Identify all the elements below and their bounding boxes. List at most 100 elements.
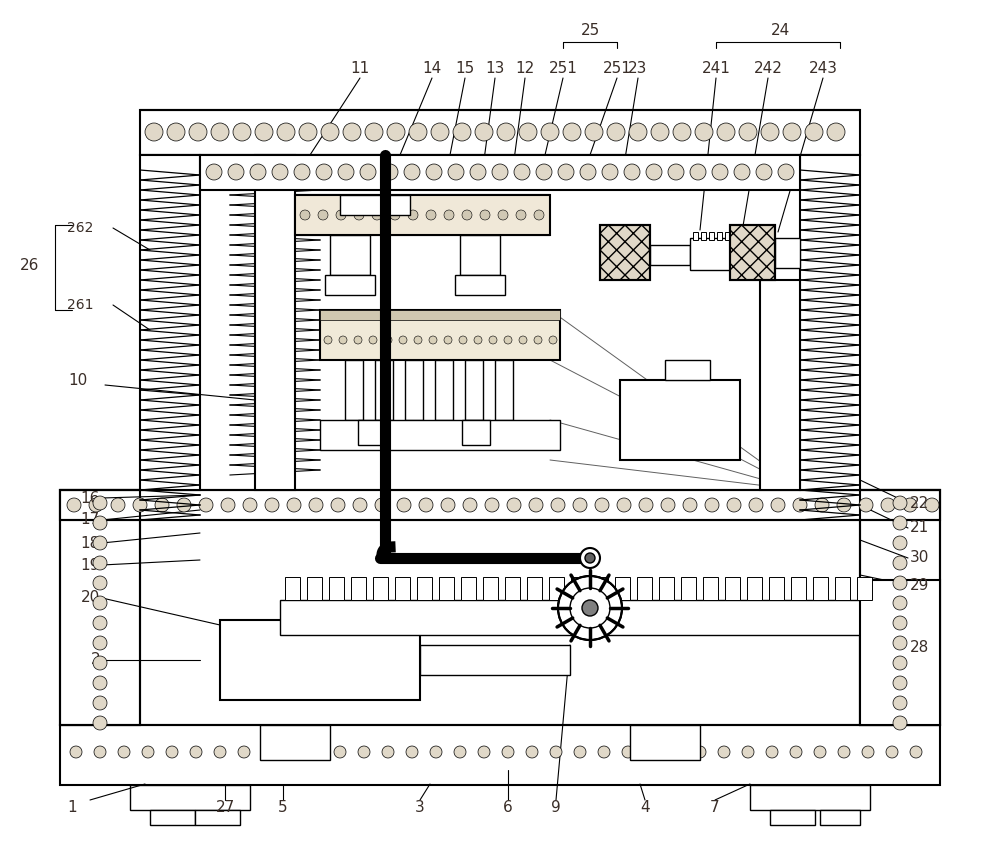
Circle shape (93, 496, 107, 510)
Circle shape (668, 164, 684, 180)
Circle shape (318, 210, 328, 220)
Circle shape (93, 536, 107, 550)
Circle shape (893, 636, 907, 650)
Circle shape (712, 164, 728, 180)
Circle shape (214, 746, 226, 758)
Circle shape (598, 746, 610, 758)
Circle shape (585, 553, 595, 563)
Circle shape (827, 123, 845, 141)
Bar (255, 155, 295, 490)
Circle shape (441, 498, 455, 512)
Circle shape (265, 498, 279, 512)
Text: 25: 25 (580, 23, 600, 37)
Bar (220, 620, 420, 700)
Bar (325, 275, 375, 295)
Circle shape (365, 123, 383, 141)
Bar (320, 310, 560, 360)
Bar (813, 577, 828, 600)
Bar (571, 577, 586, 600)
Bar (462, 420, 490, 445)
Text: 29: 29 (910, 577, 929, 592)
Circle shape (414, 336, 422, 344)
Circle shape (299, 123, 317, 141)
Text: 243: 243 (808, 61, 838, 75)
Circle shape (749, 498, 763, 512)
Bar (615, 577, 630, 600)
Circle shape (739, 123, 757, 141)
Circle shape (262, 746, 274, 758)
Circle shape (514, 164, 530, 180)
Bar (60, 725, 940, 785)
Circle shape (783, 123, 801, 141)
Circle shape (358, 746, 370, 758)
Circle shape (661, 498, 675, 512)
Circle shape (582, 600, 598, 616)
Bar (725, 232, 730, 240)
Circle shape (534, 336, 542, 344)
Bar (320, 310, 560, 320)
Circle shape (94, 746, 106, 758)
Circle shape (705, 498, 719, 512)
Circle shape (516, 210, 526, 220)
Circle shape (199, 498, 213, 512)
Circle shape (404, 164, 420, 180)
Text: 20: 20 (81, 591, 100, 605)
Circle shape (639, 498, 653, 512)
Bar (505, 577, 520, 600)
Circle shape (881, 498, 895, 512)
Circle shape (563, 123, 581, 141)
Text: 11: 11 (350, 61, 370, 75)
Bar (791, 577, 806, 600)
Bar (60, 490, 140, 725)
Bar (130, 785, 250, 810)
Bar (340, 195, 410, 215)
Bar (420, 645, 570, 675)
Circle shape (893, 596, 907, 610)
Circle shape (118, 746, 130, 758)
Circle shape (574, 746, 586, 758)
Circle shape (893, 576, 907, 590)
Bar (150, 810, 195, 825)
Bar (330, 235, 370, 275)
Circle shape (255, 123, 273, 141)
Circle shape (93, 636, 107, 650)
Circle shape (519, 336, 527, 344)
Circle shape (206, 164, 222, 180)
Text: 3: 3 (415, 800, 425, 815)
Circle shape (360, 164, 376, 180)
Bar (860, 490, 940, 725)
Bar (775, 238, 800, 268)
Circle shape (893, 556, 907, 570)
Circle shape (177, 498, 191, 512)
Bar (769, 577, 784, 600)
Circle shape (93, 556, 107, 570)
Circle shape (93, 656, 107, 670)
Circle shape (336, 210, 346, 220)
Circle shape (429, 336, 437, 344)
Circle shape (189, 123, 207, 141)
Circle shape (211, 123, 229, 141)
Text: 23: 23 (628, 61, 648, 75)
Bar (730, 225, 775, 280)
Bar (665, 360, 710, 380)
Circle shape (375, 498, 389, 512)
Circle shape (70, 746, 82, 758)
Bar (140, 155, 200, 490)
Circle shape (343, 123, 361, 141)
Circle shape (536, 164, 552, 180)
Circle shape (504, 336, 512, 344)
Circle shape (790, 746, 802, 758)
Circle shape (459, 336, 467, 344)
Bar (600, 225, 650, 280)
Circle shape (331, 498, 345, 512)
Circle shape (734, 164, 750, 180)
Text: 1: 1 (67, 800, 77, 815)
Circle shape (221, 498, 235, 512)
Circle shape (338, 164, 354, 180)
Circle shape (893, 496, 907, 510)
Circle shape (233, 123, 251, 141)
Bar (495, 360, 513, 420)
Circle shape (646, 746, 658, 758)
Circle shape (426, 210, 436, 220)
Bar (527, 577, 542, 600)
